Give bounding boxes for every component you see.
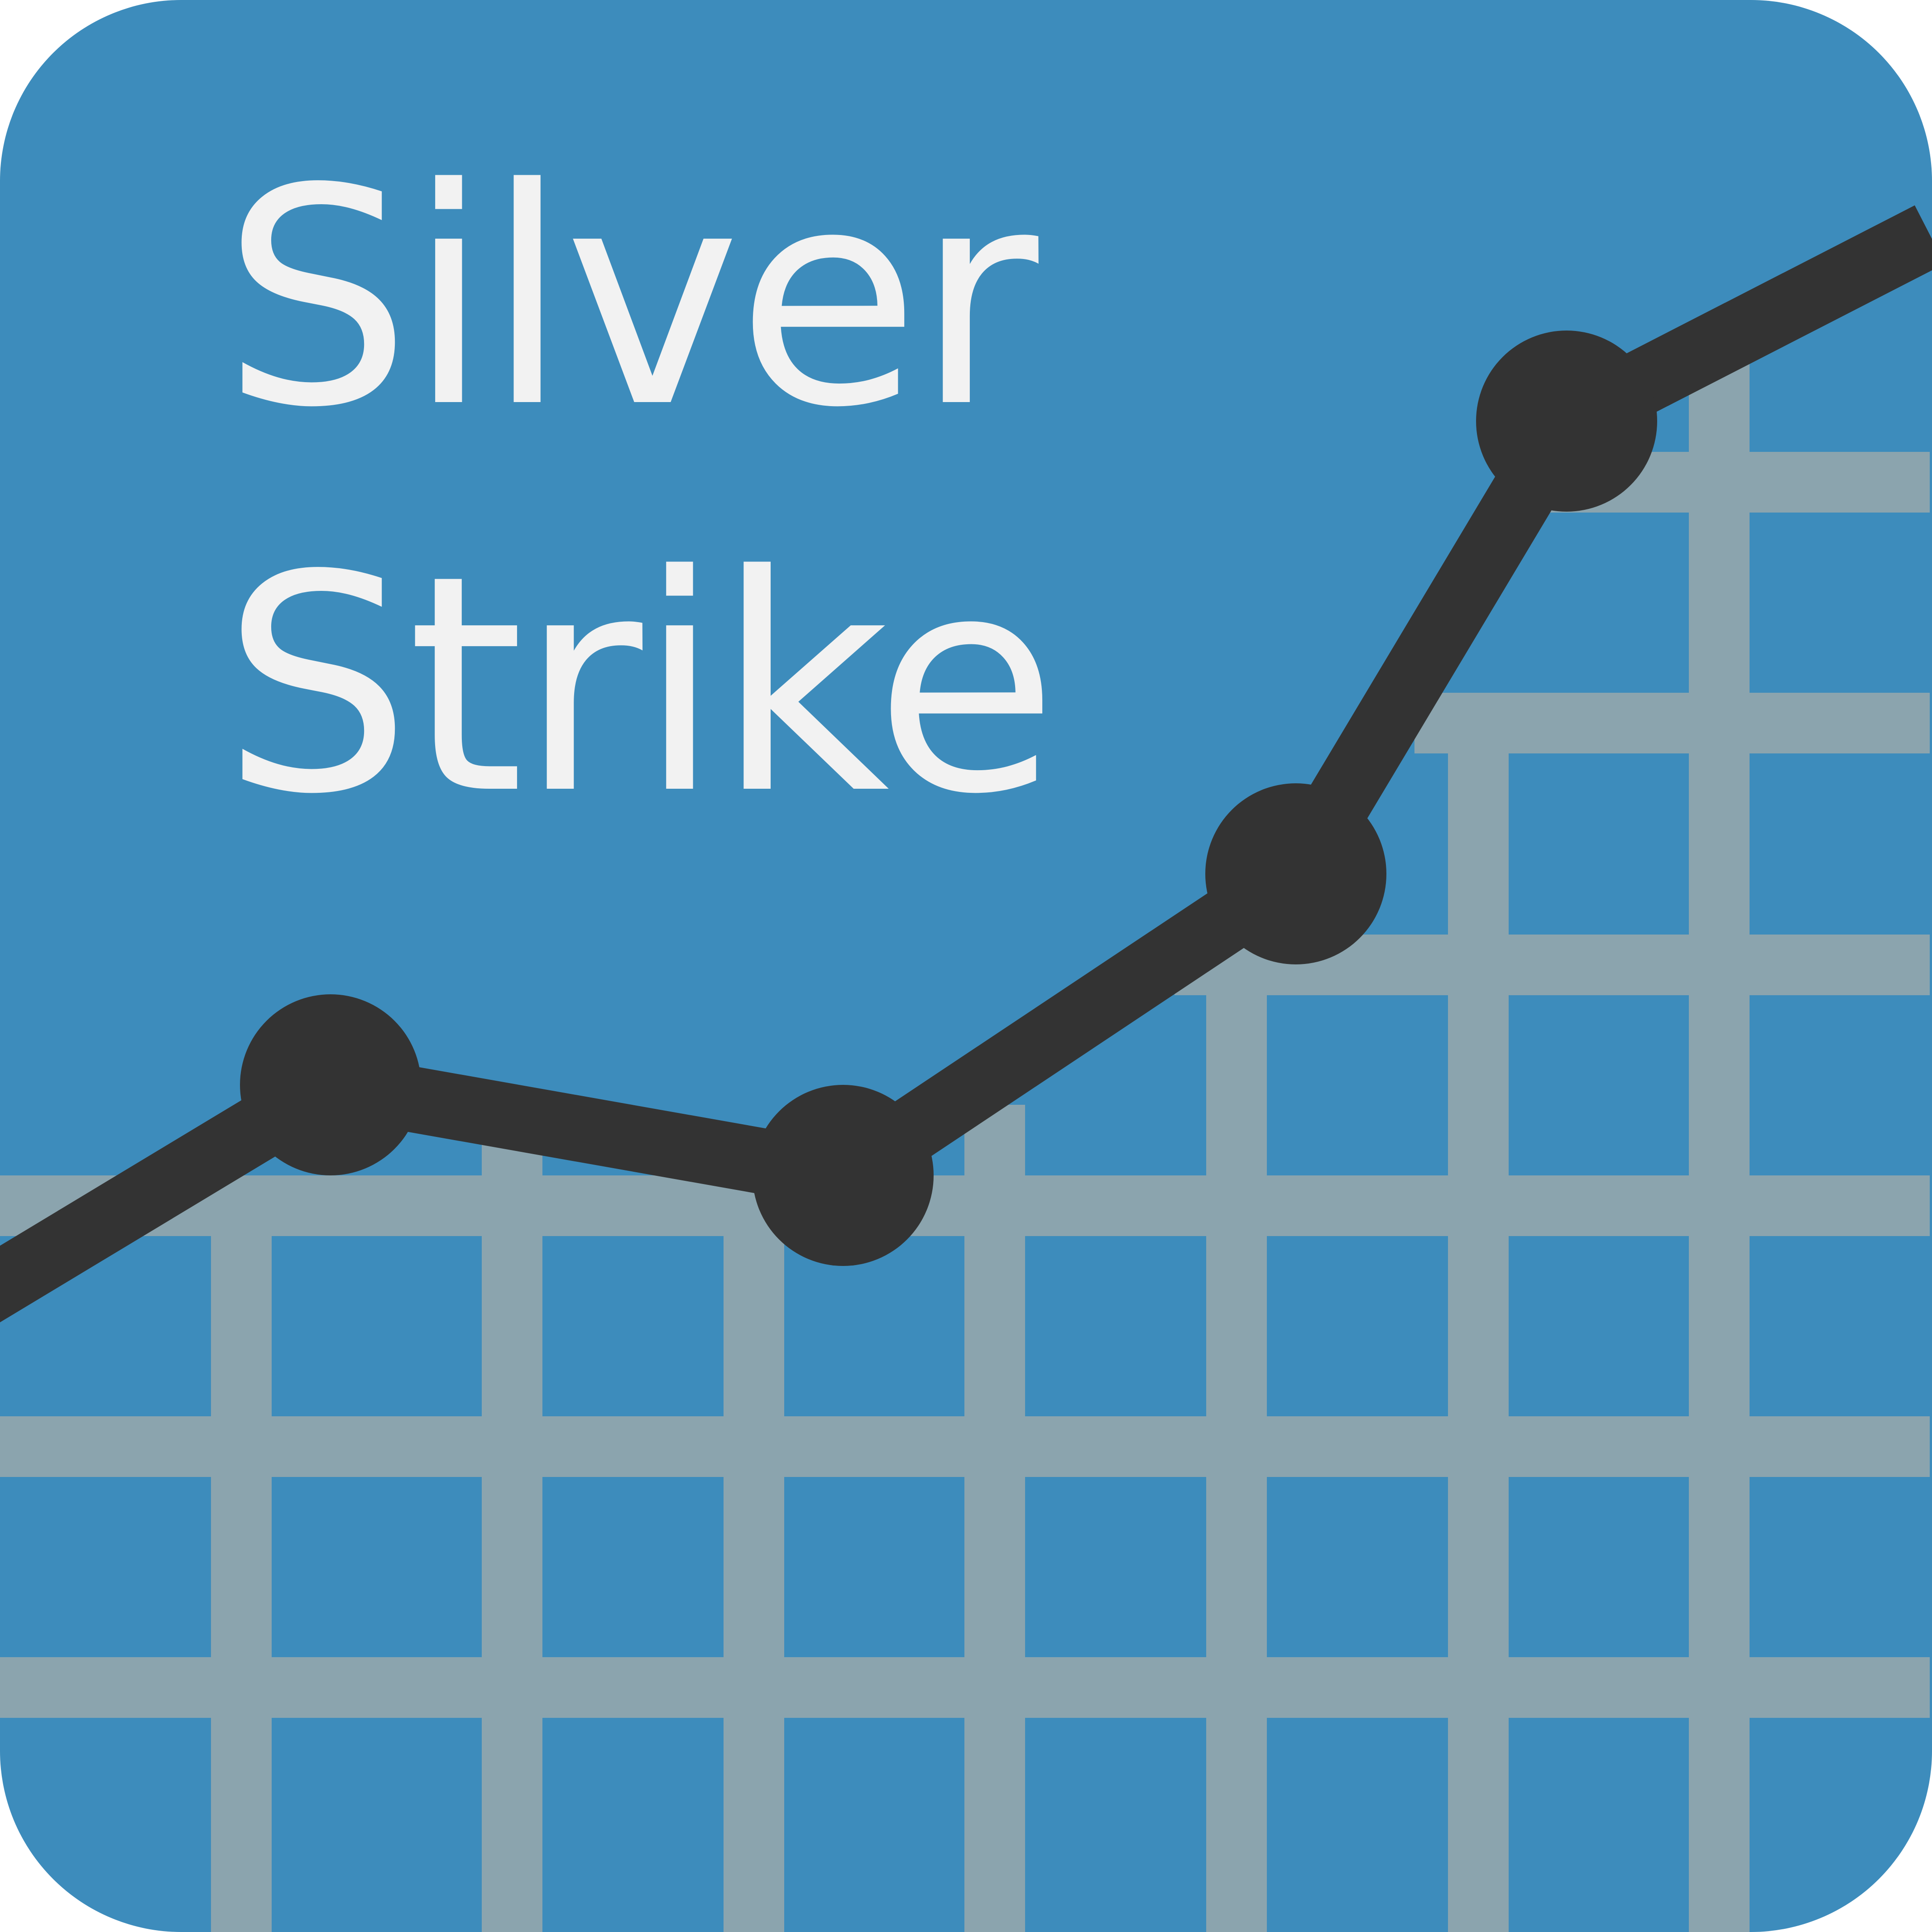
grid-row [0,1416,1930,1477]
title-line-1: Silver [222,125,1042,473]
grid-row [0,1657,1930,1718]
title-line-2: Strike [222,511,1054,859]
trend-points [240,331,1657,1266]
trend-point [753,1085,934,1266]
grid-column [211,1175,272,1932]
grid [0,346,1930,1932]
trend-point [240,994,421,1175]
grid-column [1448,693,1509,1932]
trend-point [1476,331,1657,512]
grid-column [482,1120,542,1932]
grid-column [724,1177,784,1932]
trend-point [1205,783,1386,964]
grid-column [964,1105,1025,1932]
grid-row [0,1175,1930,1236]
grid-row [1414,693,1930,753]
